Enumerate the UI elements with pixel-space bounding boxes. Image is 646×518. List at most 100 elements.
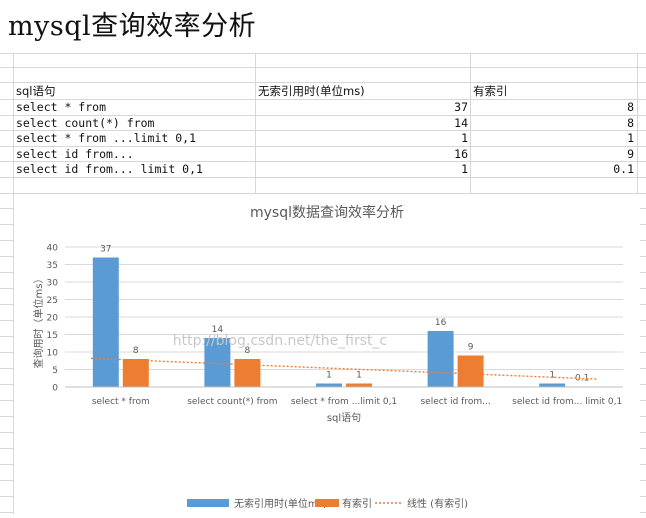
grid-hline bbox=[637, 320, 646, 321]
y-tick-label: 5 bbox=[52, 366, 58, 376]
grid-hline bbox=[637, 352, 646, 353]
page-title: mysql查询效率分析 bbox=[8, 11, 257, 42]
data-label: 1 bbox=[549, 371, 555, 381]
grid-hline bbox=[637, 272, 646, 273]
grid-hline bbox=[637, 256, 646, 257]
x-tick-label: select * from ...limit 0,1 bbox=[291, 397, 397, 407]
grid-hline bbox=[0, 304, 13, 305]
table-cell-with-index: 9 bbox=[627, 147, 634, 161]
table-header-cell: sql语句 bbox=[16, 84, 56, 98]
y-tick-label: 40 bbox=[47, 244, 59, 254]
grid-hline bbox=[0, 67, 646, 68]
bar-chart: mysql数据查询效率分析 0 5 10 15 20 25 30 35 40 查询用时（单位ms） 3… bbox=[32, 204, 623, 510]
grid-hline bbox=[637, 400, 646, 401]
legend-swatch-with-index bbox=[315, 499, 339, 507]
grid-hline bbox=[0, 256, 13, 257]
table-cell-with-index: 8 bbox=[627, 116, 634, 130]
table-cell-no-index: 16 bbox=[454, 147, 468, 161]
trendline bbox=[90, 357, 598, 380]
bar-no-index bbox=[539, 383, 566, 387]
y-tick-label: 0 bbox=[52, 384, 58, 394]
grid-hline bbox=[637, 464, 646, 465]
bar-no-index bbox=[427, 331, 454, 387]
chart-title: mysql数据查询效率分析 bbox=[250, 204, 404, 221]
legend-swatch-no-index bbox=[187, 499, 229, 507]
grid-hline bbox=[0, 161, 646, 162]
y-tick-label: 25 bbox=[47, 296, 58, 306]
table-cell-sql: select id from... bbox=[16, 147, 134, 161]
grid-hline bbox=[637, 416, 646, 417]
grid-hline bbox=[637, 336, 646, 337]
data-label: 8 bbox=[133, 346, 139, 356]
y-tick-label: 30 bbox=[47, 279, 59, 289]
grid-hline bbox=[637, 208, 646, 209]
grid-hline bbox=[0, 320, 13, 321]
legend-label: 线性 (有索引) bbox=[407, 497, 468, 510]
grid-hline bbox=[0, 512, 13, 513]
grid-hline bbox=[0, 432, 13, 433]
grid-hline bbox=[0, 496, 13, 497]
grid-hline bbox=[637, 448, 646, 449]
table-cell-no-index: 37 bbox=[454, 100, 468, 114]
table-cell-with-index: 8 bbox=[627, 100, 634, 114]
grid-hline bbox=[0, 130, 646, 131]
y-tick-label: 15 bbox=[47, 331, 58, 341]
grid-hline bbox=[0, 288, 13, 289]
chart-area[interactable]: mysql数据查询效率分析 0 5 10 15 20 25 30 35 40 查询用时（单位ms） 3… bbox=[15, 194, 640, 514]
y-axis-label: 查询用时（单位ms） bbox=[32, 274, 45, 369]
data-label: 16 bbox=[435, 318, 447, 328]
bar-no-index bbox=[92, 257, 119, 387]
bar-with-index bbox=[346, 383, 372, 387]
data-label: 1 bbox=[356, 371, 362, 381]
grid-hline bbox=[0, 177, 646, 178]
table-cell-sql: select * from ...limit 0,1 bbox=[16, 131, 197, 145]
table-cell-sql: select count(*) from bbox=[16, 116, 155, 130]
table-cell-no-index: 1 bbox=[461, 131, 468, 145]
legend-label: 无索引用时(单位ms) bbox=[234, 497, 327, 510]
grid-hline bbox=[637, 480, 646, 481]
grid-hline bbox=[637, 288, 646, 289]
grid-hline bbox=[0, 416, 13, 417]
bar-with-index bbox=[234, 359, 261, 387]
grid-hline bbox=[0, 480, 13, 481]
grid-hline bbox=[637, 496, 646, 497]
grid-hline bbox=[0, 272, 13, 273]
data-label: 14 bbox=[212, 325, 224, 335]
bar-with-index bbox=[457, 355, 484, 387]
grid-hline bbox=[0, 208, 13, 209]
grid-hline bbox=[0, 82, 646, 83]
grid-hline bbox=[0, 99, 646, 100]
x-tick-label: select count(*) from bbox=[187, 397, 277, 407]
grid-hline bbox=[637, 368, 646, 369]
y-tick-label: 10 bbox=[47, 349, 59, 359]
table-cell-no-index: 1 bbox=[461, 162, 468, 176]
x-tick-label: select * from bbox=[92, 397, 150, 407]
grid-hline bbox=[0, 224, 13, 225]
y-tick-label: 35 bbox=[47, 261, 58, 271]
table-cell-no-index: 14 bbox=[454, 116, 468, 130]
grid-hline bbox=[0, 384, 13, 385]
grid-hline bbox=[0, 193, 646, 194]
grid-hline bbox=[0, 352, 13, 353]
grid-hline bbox=[0, 53, 646, 54]
table-cell-with-index: 1 bbox=[627, 131, 634, 145]
grid-hline bbox=[0, 240, 13, 241]
x-tick-label: select id from... limit 0,1 bbox=[512, 397, 622, 407]
grid-hline bbox=[637, 304, 646, 305]
grid-hline bbox=[0, 115, 646, 116]
x-axis-label: sql语句 bbox=[327, 411, 361, 424]
bar-no-index bbox=[204, 338, 231, 387]
data-label: 8 bbox=[245, 346, 251, 356]
grid-hline bbox=[637, 240, 646, 241]
watermark: http://blog.csdn.net/the_first_c bbox=[173, 333, 388, 349]
grid-hline bbox=[0, 368, 13, 369]
grid-hline bbox=[0, 400, 13, 401]
table-cell-with-index: 0.1 bbox=[613, 162, 634, 176]
table-header-cell: 无索引用时(单位ms) bbox=[258, 84, 365, 98]
grid-hline bbox=[0, 336, 13, 337]
table-cell-sql: select * from bbox=[16, 100, 107, 114]
bar-with-index bbox=[122, 359, 149, 387]
grid-hline bbox=[0, 464, 13, 465]
x-tick-label: select id from... bbox=[420, 397, 490, 407]
grid-hline bbox=[0, 448, 13, 449]
